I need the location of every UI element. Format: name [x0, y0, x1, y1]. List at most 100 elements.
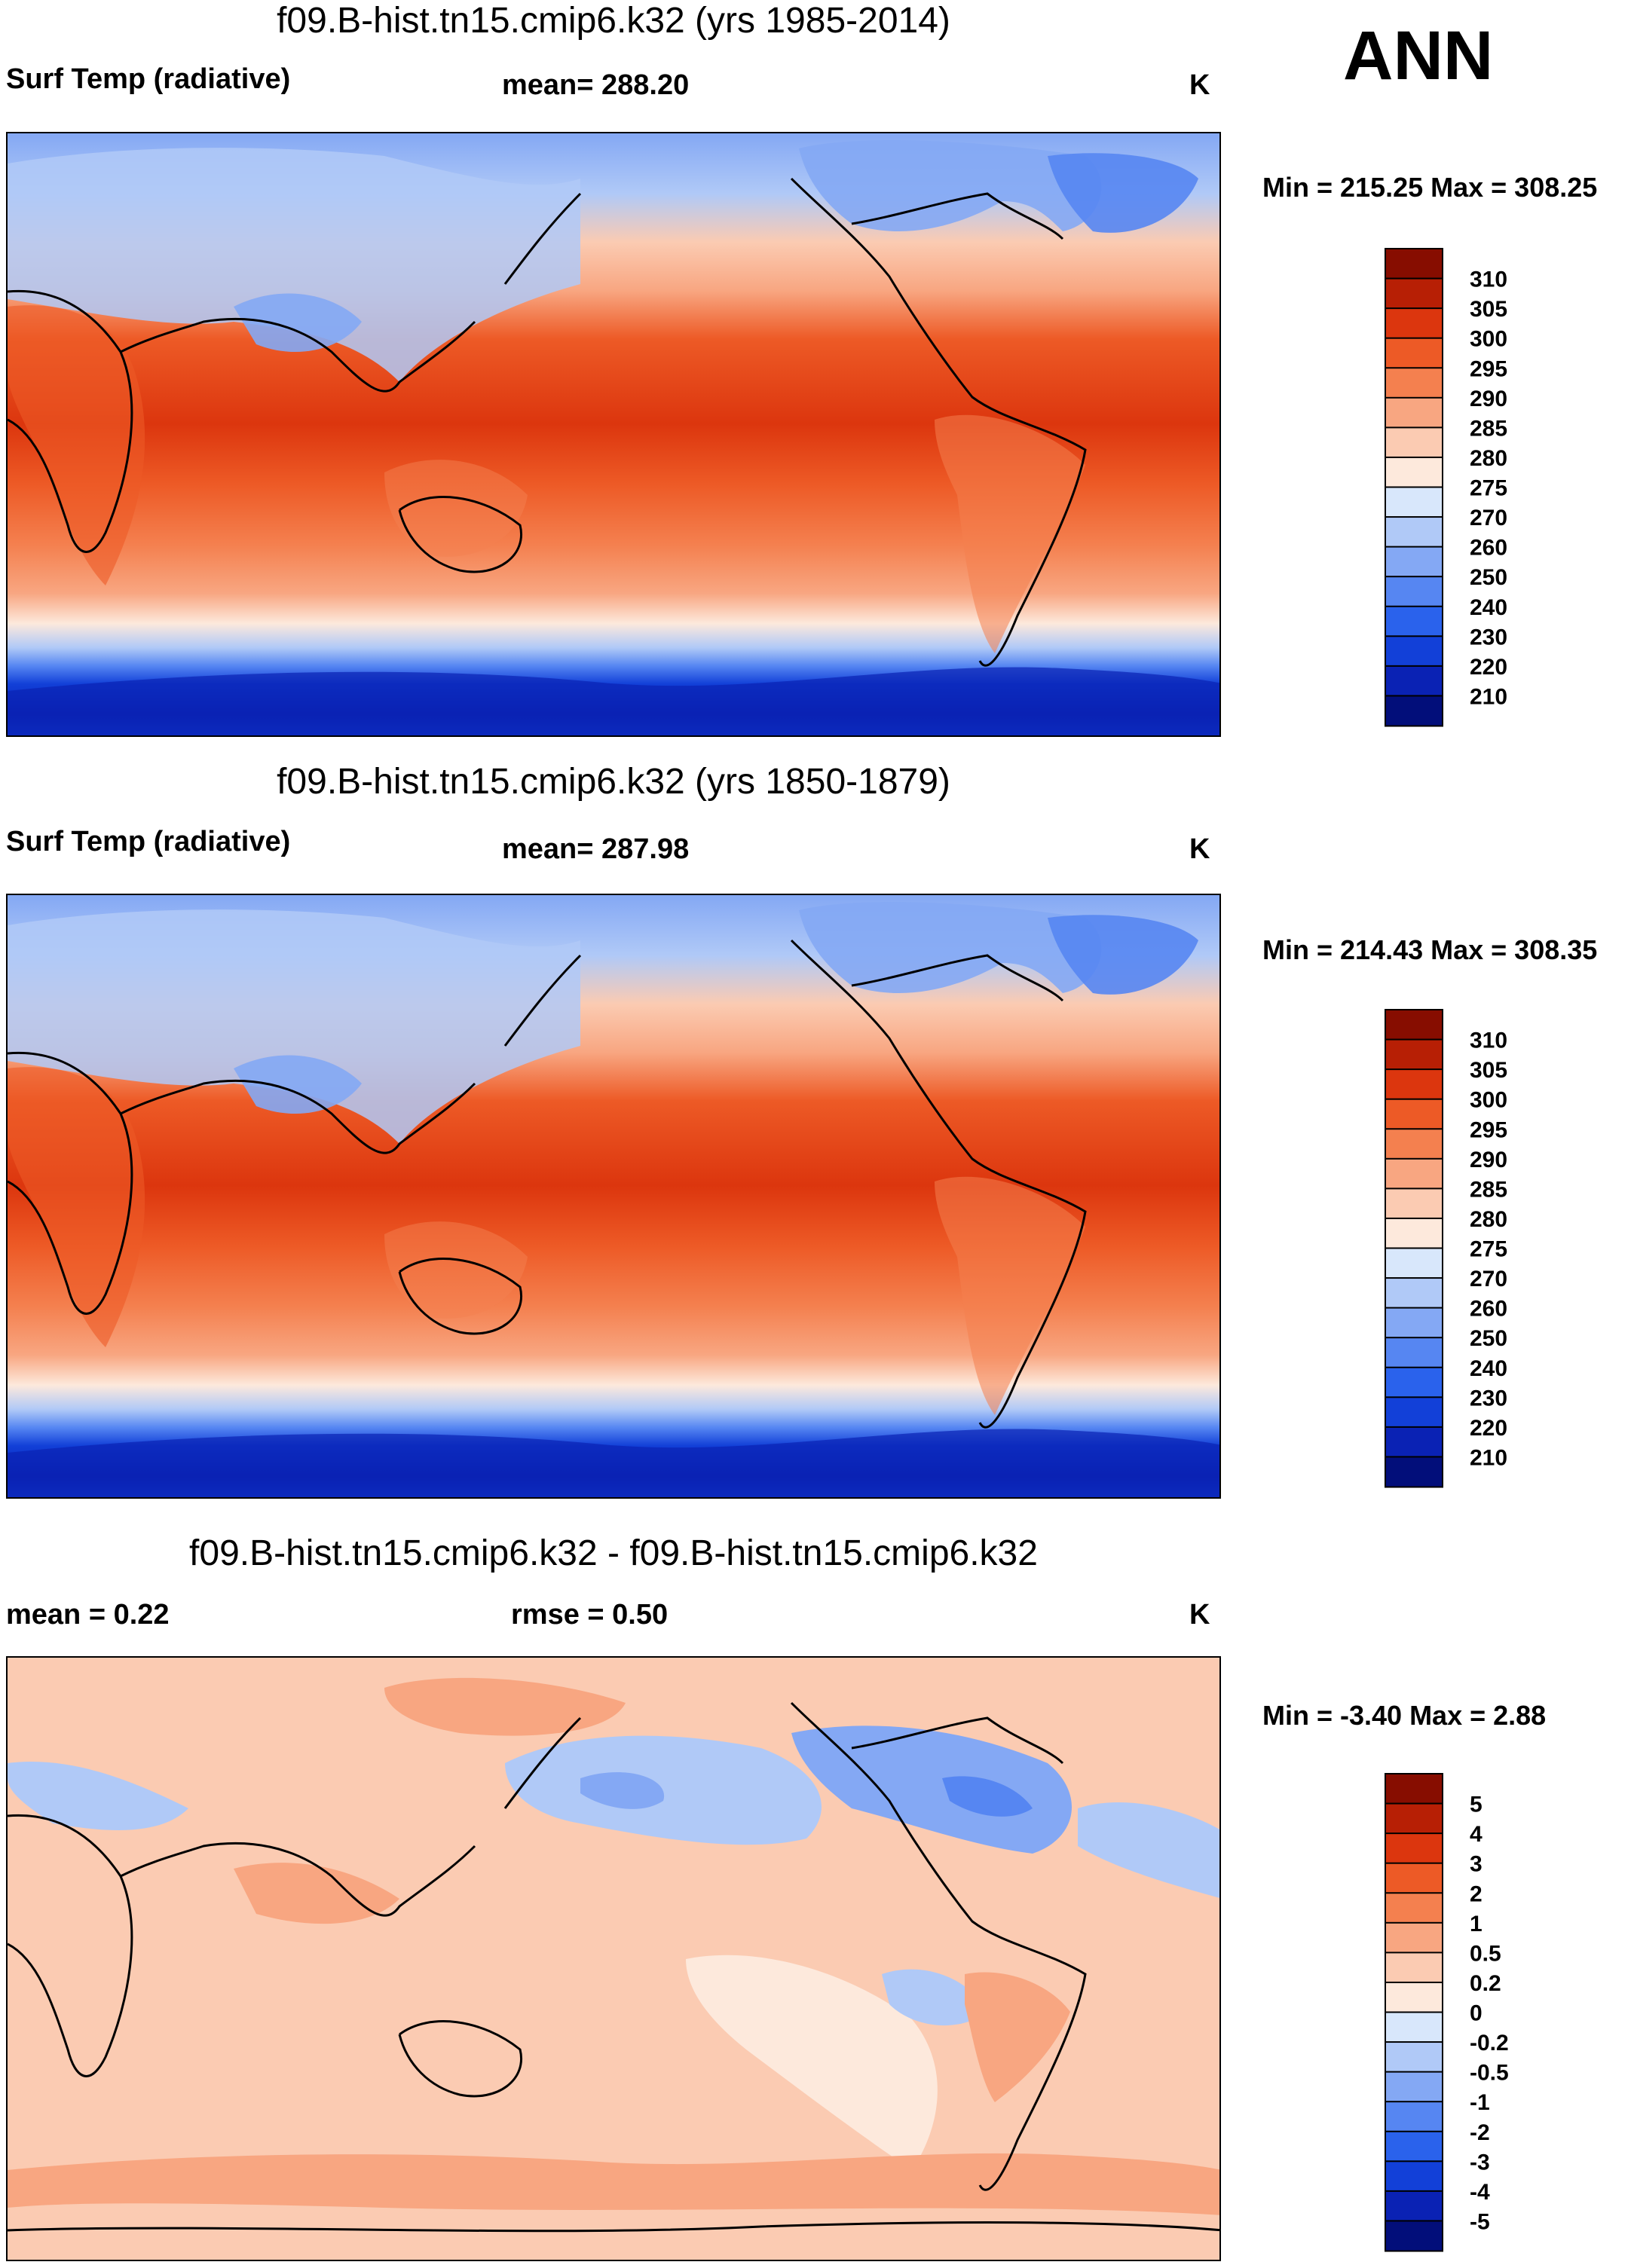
colorbar-tick-label: 240: [1470, 595, 1507, 620]
colorbar-swatch: [1385, 2041, 1443, 2074]
colorbar-tick-label: 305: [1470, 1058, 1507, 1083]
panel2-map: [6, 894, 1221, 1499]
colorbar-tick-label: -0.2: [1470, 2031, 1509, 2056]
colorbar-tick-label: 260: [1470, 536, 1507, 561]
colorbar-tick-label: 285: [1470, 416, 1507, 441]
colorbar-tick-label: -4: [1470, 2180, 1490, 2205]
colorbar-swatch: [1385, 248, 1443, 280]
colorbar-tick-label: -3: [1470, 2150, 1490, 2175]
colorbar-tick-label: 0: [1470, 2001, 1483, 2026]
colorbar-swatch: [1385, 1337, 1443, 1369]
colorbar-swatch: [1385, 337, 1443, 369]
colorbar-swatch: [1385, 1009, 1443, 1041]
colorbar-swatch: [1385, 2130, 1443, 2163]
colorbar-swatch: [1385, 456, 1443, 489]
colorbar-tick-label: 260: [1470, 1297, 1507, 1322]
panel3-mean-label: mean = 0.22: [6, 1599, 170, 1631]
panel3-units: K: [1189, 1599, 1210, 1631]
colorbar-tick-label: 230: [1470, 1386, 1507, 1411]
colorbar-swatch: [1385, 1307, 1443, 1339]
panel1-left-label: Surf Temp (radiative): [6, 63, 291, 95]
panel1-units: K: [1189, 69, 1210, 101]
panel2-colorbar: 310 305 300 295 290 285 280 275 270 260 250 240 230 2…: [1385, 1009, 1507, 1488]
colorbar-tick-label: 305: [1470, 297, 1507, 322]
panel2-map-svg: [8, 895, 1219, 1497]
colorbar-tick-label: 285: [1470, 1177, 1507, 1202]
panel1-map-svg: [8, 133, 1219, 735]
colorbar-tick-label: -5: [1470, 2209, 1490, 2234]
colorbar-tick-label: 290: [1470, 1148, 1507, 1172]
colorbar-tick-label: 310: [1470, 267, 1507, 292]
colorbar-tick-label: 2: [1470, 1881, 1483, 1906]
panel3-minmax: Min = -3.40 Max = 2.88: [1262, 1700, 1547, 1731]
colorbar-tick-label: -0.5: [1470, 2061, 1509, 2086]
panel3-title: f09.B-hist.tn15.cmip6.k32 - f09.B-hist.t…: [189, 1533, 1038, 1573]
colorbar-swatch: [1385, 1892, 1443, 1924]
colorbar-swatch: [1385, 1187, 1443, 1220]
colorbar-tick-label: 5: [1470, 1793, 1483, 1817]
panel3-rmse-label: rmse = 0.50: [511, 1599, 669, 1631]
colorbar-swatch: [1385, 695, 1443, 727]
colorbar-tick-label: 275: [1470, 1237, 1507, 1262]
colorbar-tick-label: 240: [1470, 1356, 1507, 1381]
colorbar-tick-label: 4: [1470, 1822, 1483, 1847]
colorbar-tick-label: 1: [1470, 1912, 1483, 1936]
panel3-map: [6, 1656, 1221, 2261]
colorbar-swatch: [1385, 516, 1443, 549]
colorbar-tick-label: 0.5: [1470, 1941, 1501, 1966]
colorbar-swatch: [1385, 2101, 1443, 2133]
colorbar-tick-label: -1: [1470, 2090, 1490, 2115]
colorbar-tick-label: 210: [1470, 684, 1507, 709]
colorbar-tick-label: 310: [1470, 1029, 1507, 1053]
colorbar-swatch: [1385, 665, 1443, 697]
colorbar-swatch: [1385, 1098, 1443, 1130]
colorbar-swatch: [1385, 1952, 1443, 1984]
colorbar-tick-label: 270: [1470, 506, 1507, 530]
colorbar-tick-label: 275: [1470, 476, 1507, 501]
colorbar-swatch: [1385, 486, 1443, 518]
colorbar-swatch: [1385, 1456, 1443, 1488]
colorbar-tick-label: -2: [1470, 2120, 1490, 2145]
colorbar-swatch: [1385, 1247, 1443, 1279]
colorbar-swatch: [1385, 2011, 1443, 2043]
colorbar-tick-label: 0.2: [1470, 1971, 1501, 1996]
colorbar-swatch: [1385, 546, 1443, 578]
panel1-colorbar-svg: 310 305 300 295 290 285 280 275 270 260 250 240 230 2…: [1385, 248, 1507, 727]
colorbar-tick-label: 280: [1470, 446, 1507, 471]
panel3-colorbar-svg: 5 4 3 2 1 0.5 0.2 0 -0.2 -0.5 -1 -2 -3 -4 -5: [1385, 1773, 1509, 2252]
colorbar-tick-label: 280: [1470, 1207, 1507, 1232]
colorbar-swatch: [1385, 1038, 1443, 1071]
colorbar-swatch: [1385, 635, 1443, 668]
colorbar-tick-label: 250: [1470, 565, 1507, 590]
panel1-title: f09.B-hist.tn15.cmip6.k32 (yrs 1985-2014…: [277, 1, 950, 41]
colorbar-swatch: [1385, 1773, 1443, 1805]
colorbar-swatch: [1385, 1832, 1443, 1865]
colorbar-swatch: [1385, 307, 1443, 340]
colorbar-swatch: [1385, 2071, 1443, 2103]
season-label: ANN: [1343, 17, 1494, 94]
colorbar-swatch: [1385, 605, 1443, 637]
colorbar-swatch: [1385, 1862, 1443, 1894]
colorbar-tick-label: 220: [1470, 655, 1507, 680]
colorbar-swatch: [1385, 1921, 1443, 1954]
colorbar-swatch: [1385, 1128, 1443, 1160]
colorbar-swatch: [1385, 367, 1443, 399]
colorbar-tick-label: 300: [1470, 327, 1507, 352]
colorbar-tick-label: 250: [1470, 1326, 1507, 1351]
panel2-title: f09.B-hist.tn15.cmip6.k32 (yrs 1850-1879…: [277, 762, 950, 802]
colorbar-tick-label: 295: [1470, 356, 1507, 381]
colorbar-swatch: [1385, 426, 1443, 459]
colorbar-swatch: [1385, 1277, 1443, 1310]
colorbar-swatch: [1385, 1068, 1443, 1101]
colorbar-swatch: [1385, 1981, 1443, 2014]
panel2-minmax: Min = 214.43 Max = 308.35: [1262, 934, 1598, 965]
colorbar-swatch: [1385, 1396, 1443, 1429]
colorbar-swatch: [1385, 2220, 1443, 2252]
panel1-minmax: Min = 215.25 Max = 308.25: [1262, 172, 1598, 203]
colorbar-tick-label: 290: [1470, 387, 1507, 411]
panel2-colorbar-svg: 310 305 300 295 290 285 280 275 270 260 250 240 230 2…: [1385, 1009, 1507, 1488]
colorbar-tick-label: 300: [1470, 1088, 1507, 1113]
colorbar-swatch: [1385, 2160, 1443, 2193]
colorbar-swatch: [1385, 1426, 1443, 1458]
panel2-mean-label: mean= 287.98: [502, 833, 690, 865]
